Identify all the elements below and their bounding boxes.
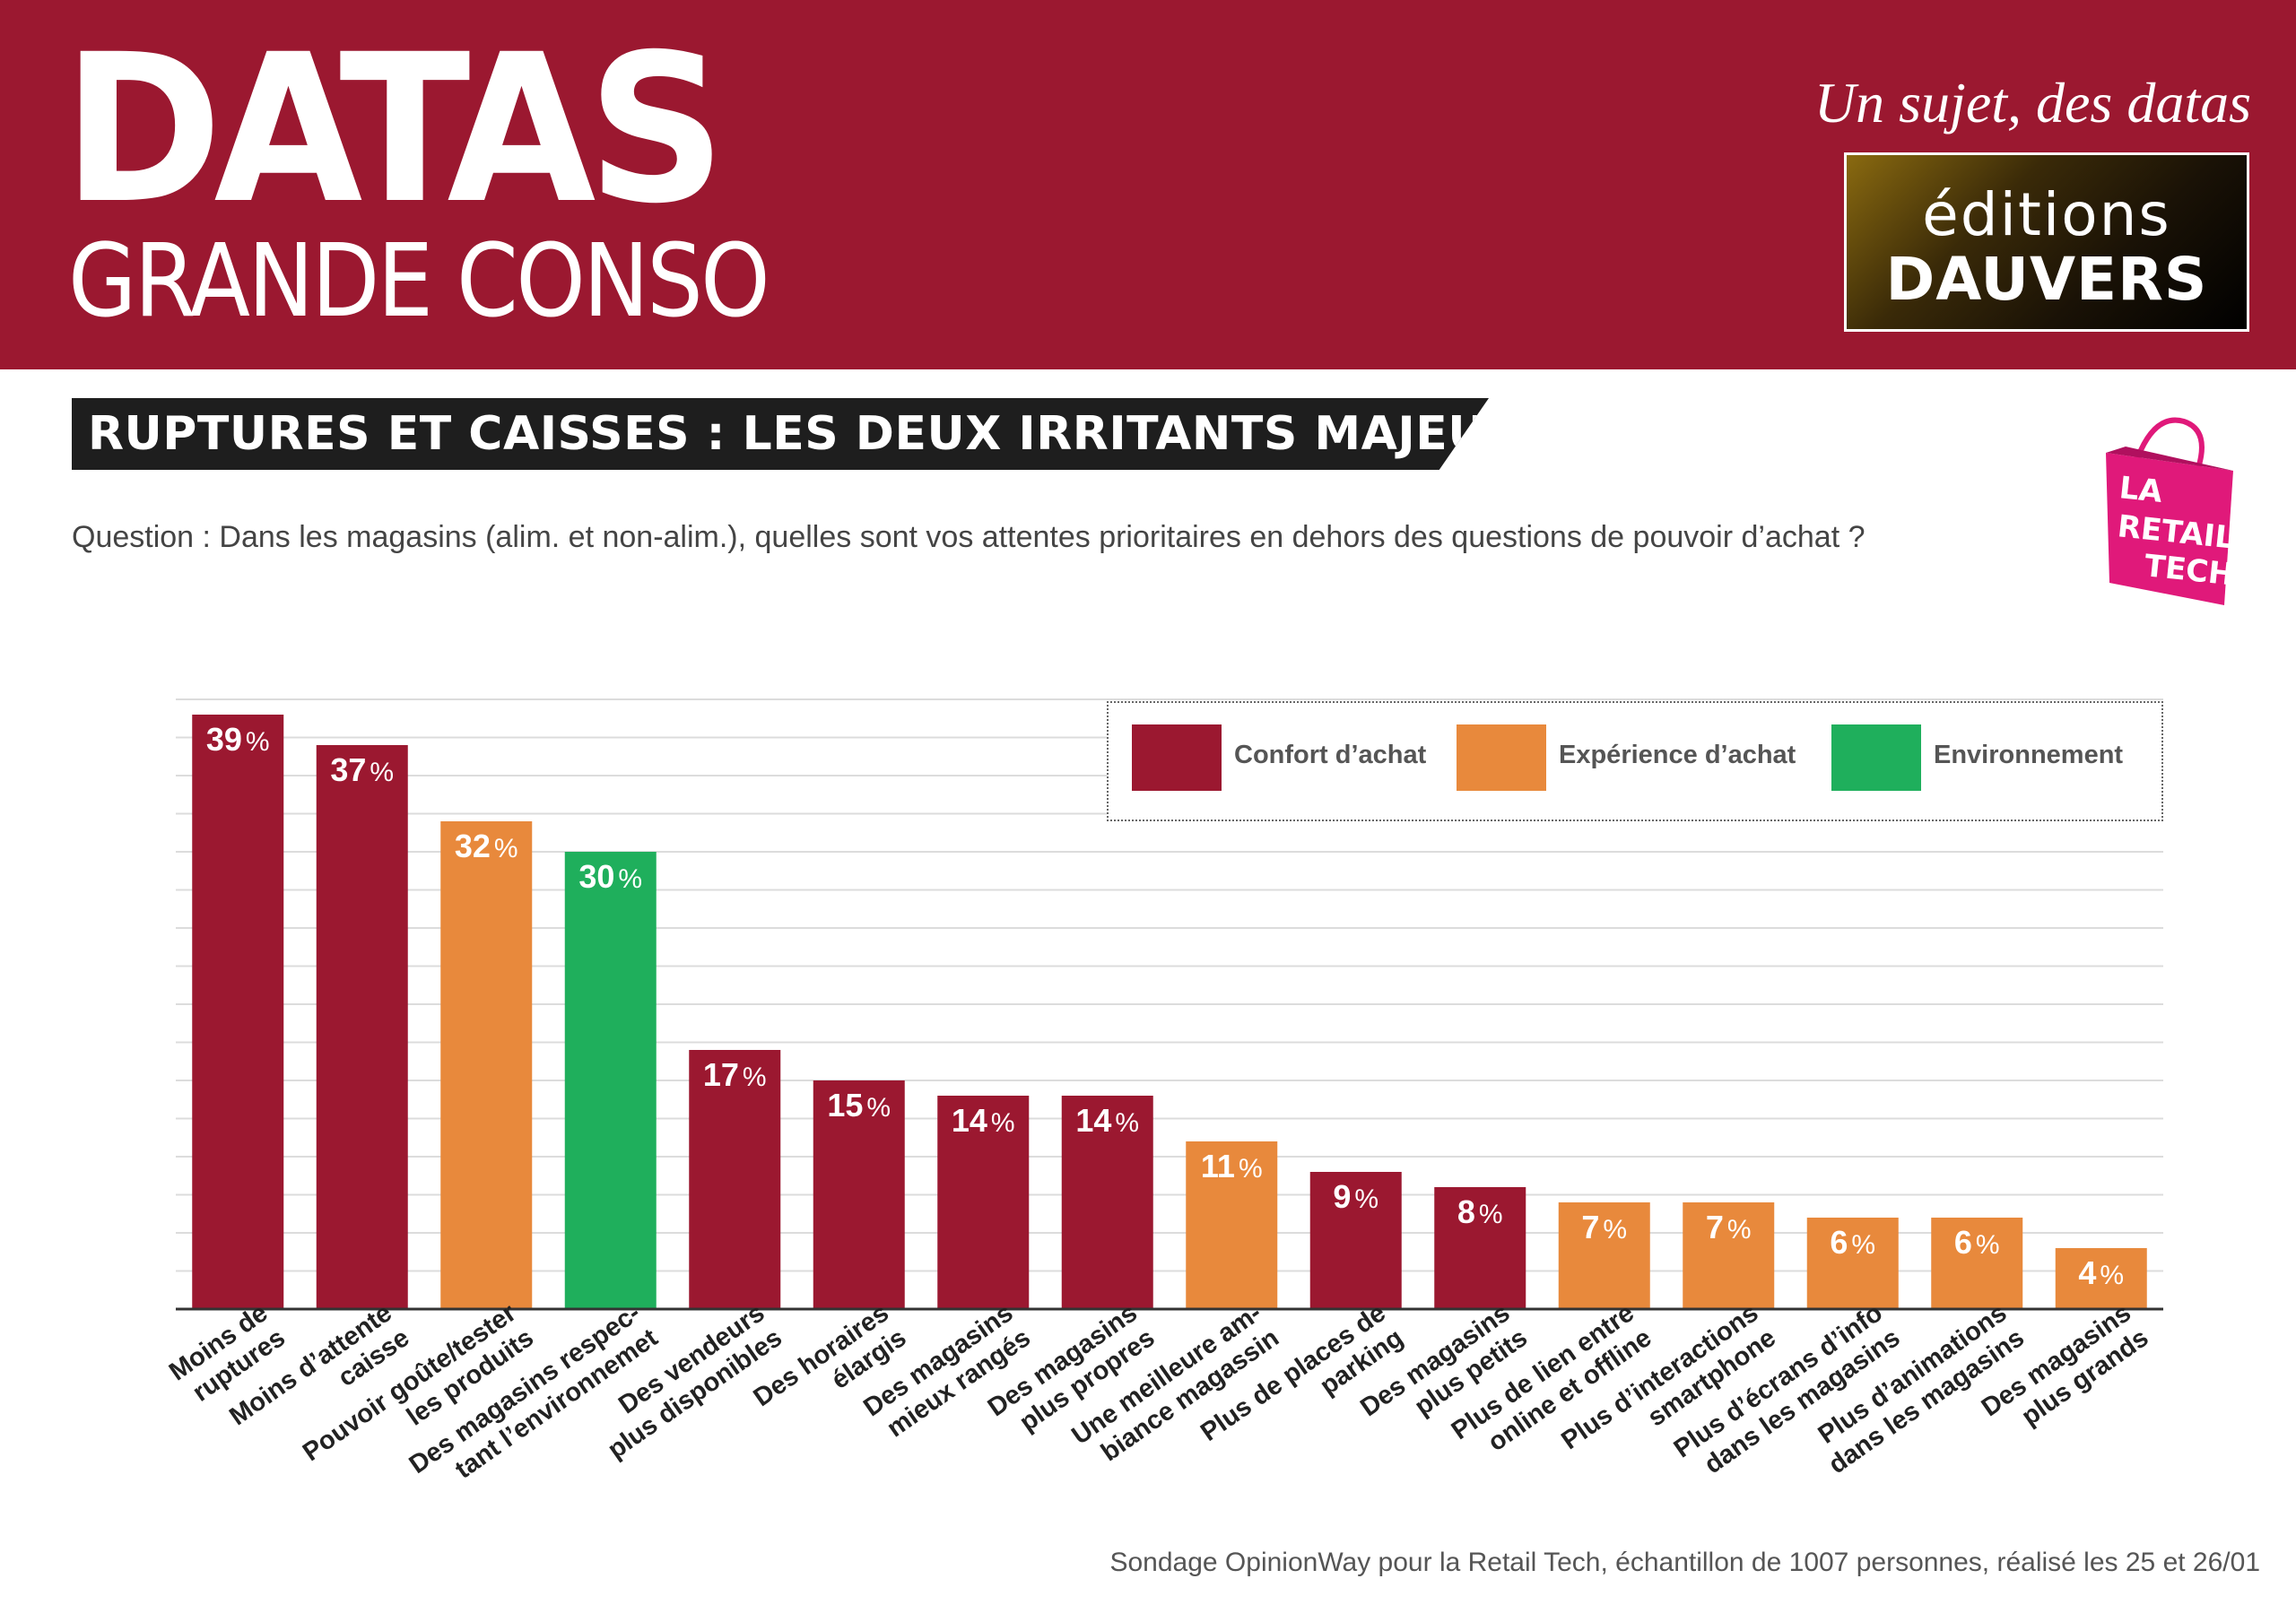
bar xyxy=(1558,1202,1650,1309)
bar-value-label: 14% xyxy=(952,1102,1015,1139)
bar xyxy=(1186,1141,1278,1309)
bar-value-label: 17% xyxy=(703,1056,767,1093)
bag-body xyxy=(2106,453,2233,605)
legend-label-experience: Expérience d’achat xyxy=(1559,741,1796,769)
legend-swatch-environnement xyxy=(1831,724,1921,791)
bar xyxy=(813,1080,905,1309)
bar-value-label: 7% xyxy=(1706,1209,1752,1245)
bar-value-label: 30% xyxy=(578,858,642,895)
bar-value-label: 39% xyxy=(206,721,270,758)
publisher-logo: éditions DAUVERS xyxy=(1844,152,2249,332)
legend: Confort d’achat Expérience d’achat Envir… xyxy=(1107,701,2163,821)
bar xyxy=(440,821,533,1309)
bar xyxy=(1434,1187,1526,1309)
bar-value-label: 6% xyxy=(1954,1224,2000,1261)
bars xyxy=(192,715,2147,1309)
header-banner: DATAS GRANDE CONSO Un sujet, des datas é… xyxy=(0,0,2296,369)
bar xyxy=(192,715,284,1309)
bar xyxy=(1309,1172,1402,1309)
bar xyxy=(1931,1218,2023,1309)
bar xyxy=(316,745,408,1309)
bag-handle xyxy=(2132,417,2205,472)
legend-label-confort: Confort d’achat xyxy=(1234,741,1427,769)
legend-swatch-experience xyxy=(1457,724,1546,791)
bar xyxy=(1061,1096,1153,1309)
bar-chart: 39 % 37 % 32 % 30 % 17 % 15% 14% 14 % 11 % 9% 8% 7% 7% 6% 6 % 4… xyxy=(164,698,2163,1485)
bar-value-label: 14% xyxy=(1075,1102,1139,1139)
publisher-logo-line2: DAUVERS xyxy=(1885,245,2208,314)
bar xyxy=(1683,1202,1775,1309)
bar-value-labels: 39 % 37 % 32 % 30 % 17 % 15% 14% 14 % 11 % 9% 8% 7% 7% 6% 6 % 4… xyxy=(206,721,2124,1291)
bar xyxy=(564,852,657,1309)
bar-value-label: 6% xyxy=(1830,1224,1875,1261)
survey-question: Question : Dans les magasins (alim. et n… xyxy=(72,520,1866,554)
brand-title: DATAS xyxy=(63,10,726,248)
retail-tech-logo: LA RETAIL TECH xyxy=(2106,417,2236,605)
bar-value-label: 4% xyxy=(2078,1254,2124,1291)
bar xyxy=(1806,1218,1899,1309)
bar-value-label: 11% xyxy=(1201,1148,1263,1184)
bar-value-label: 7% xyxy=(1581,1209,1627,1245)
bar-value-label: 37% xyxy=(330,751,394,788)
source-note: Sondage OpinionWay pour la Retail Tech, … xyxy=(1109,1548,2260,1577)
bar xyxy=(2055,1248,2147,1309)
bar-value-label: 15% xyxy=(827,1087,891,1123)
legend-swatch-confort xyxy=(1132,724,1222,791)
tagline: Un sujet, des datas xyxy=(1813,71,2251,134)
title-bar: RUPTURES ET CAISSES : LES DEUX IRRITANTS… xyxy=(72,398,1489,470)
bar-value-label: 32% xyxy=(455,828,518,864)
publisher-logo-line1: éditions xyxy=(1922,180,2171,249)
bar-value-label: 8% xyxy=(1457,1193,1503,1230)
bar xyxy=(689,1050,781,1309)
bag-fold xyxy=(2106,447,2233,471)
page-title: RUPTURES ET CAISSES : LES DEUX IRRITANTS… xyxy=(88,407,1557,461)
bar-value-label: 9% xyxy=(1333,1178,1378,1215)
legend-label-environnement: Environnement xyxy=(1934,741,2124,769)
brand-subtitle: GRANDE CONSO xyxy=(68,223,770,340)
bar xyxy=(937,1096,1030,1309)
retail-logo-line1: LA xyxy=(2118,470,2165,510)
